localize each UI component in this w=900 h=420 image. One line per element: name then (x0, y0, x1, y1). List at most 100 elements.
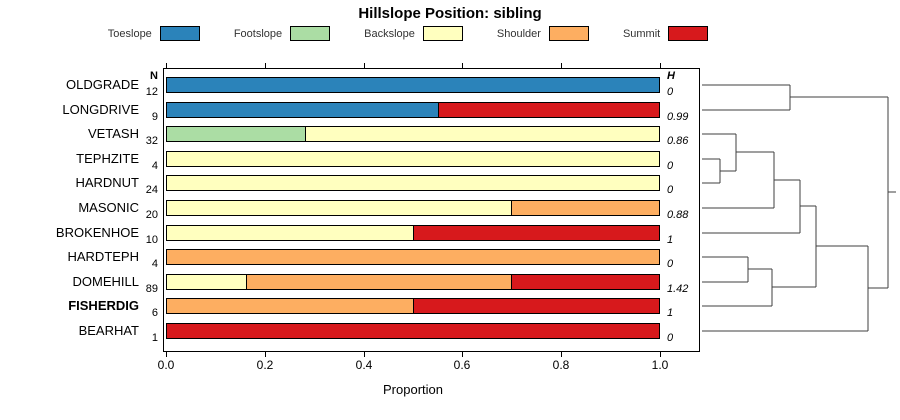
bar-segment-backslope (167, 201, 512, 215)
row-label: BROKENHOE (55, 224, 139, 240)
bar-segment-backslope (167, 176, 659, 191)
row-h-value: 0 (667, 332, 674, 344)
x-tick-bottom (364, 352, 365, 357)
bar-segment-shoulder (167, 299, 413, 314)
legend-item-backslope: Backslope (364, 26, 463, 41)
stacked-bar (166, 273, 660, 290)
row-label: HARDNUT (75, 175, 139, 191)
legend-color-swatch (159, 26, 200, 41)
legend-label: Summit (622, 27, 661, 40)
row-label: OLDGRADE (66, 77, 139, 92)
stacked-bar (166, 175, 660, 192)
row-label: LONGDRIVE (62, 101, 139, 117)
bar-segment-summit (167, 324, 659, 338)
x-tick-bottom (166, 352, 167, 357)
x-tick-label: 0.4 (355, 358, 373, 372)
x-tick-label: 0.6 (453, 358, 471, 372)
x-tick-label: 0.2 (256, 358, 274, 372)
row-n-value: 12 (145, 86, 158, 98)
row-h-value: 1.42 (667, 282, 689, 295)
x-tick-top (561, 63, 562, 68)
legend: Toeslope Footslope Backslope Shoulder Summit (0, 26, 858, 41)
bar-segment-toeslope (167, 78, 659, 92)
row-label: FISHERDIG (68, 298, 139, 314)
row-h-value: 1 (667, 307, 674, 320)
row-label: MASONIC (78, 200, 139, 215)
legend-item-toeslope: Toeslope (108, 26, 200, 41)
row-h-value: 0 (667, 159, 674, 172)
x-tick-top (364, 63, 365, 68)
n-column-header: N (150, 70, 158, 82)
row-n-value: 10 (145, 233, 158, 246)
bar-segment-summit (437, 102, 659, 117)
h-column-header: H (667, 70, 675, 82)
x-tick-bottom (660, 352, 661, 357)
row-n-value: 24 (145, 184, 158, 197)
stacked-bar (166, 77, 660, 93)
stacked-bar (166, 126, 660, 143)
legend-color-swatch (290, 26, 331, 41)
legend-color-swatch (548, 26, 589, 41)
legend-label: Shoulder (496, 27, 541, 40)
bar-segment-footslope (167, 127, 305, 142)
legend-color-swatch (668, 26, 709, 41)
bar-segment-toeslope (167, 102, 438, 117)
row-label: DOMEHILL (72, 273, 139, 289)
legend-label: Backslope (364, 27, 415, 40)
stacked-bar (166, 150, 660, 167)
row-n-value: 4 (151, 258, 158, 271)
x-tick-bottom (462, 352, 463, 357)
x-tick-label: 1.0 (651, 358, 669, 372)
legend-item-footslope: Footslope (233, 26, 331, 41)
chart-title: Hillslope Position: sibling (358, 5, 542, 22)
stacked-bar (166, 200, 660, 216)
row-n-value: 6 (151, 307, 158, 320)
bar-segment-backslope (167, 151, 659, 166)
stacked-bar (166, 249, 660, 266)
bar-segment-summit (511, 274, 659, 289)
x-tick-top (462, 63, 463, 68)
x-tick-top (265, 63, 266, 68)
row-label: BEARHAT (78, 323, 139, 338)
row-n-value: 32 (145, 135, 158, 148)
row-label: TEPHZITE (76, 150, 139, 166)
x-tick-label: 0.0 (157, 358, 175, 372)
stacked-bar (166, 101, 660, 118)
row-h-value: 0.86 (667, 135, 689, 148)
row-h-value: 0.99 (667, 110, 689, 123)
row-n-value: 1 (151, 332, 158, 344)
bar-segment-shoulder (245, 274, 512, 289)
bar-segment-summit (413, 225, 659, 240)
legend-item-shoulder: Shoulder (497, 26, 589, 41)
row-h-value: 0 (667, 184, 674, 197)
stacked-bar (166, 224, 660, 241)
bar-segment-shoulder (511, 201, 659, 215)
x-tick-top (660, 63, 661, 68)
row-n-value: 89 (145, 282, 158, 295)
row-label: HARDTEPH (67, 249, 139, 265)
x-tick-bottom (561, 352, 562, 357)
bar-segment-shoulder (167, 250, 659, 265)
row-h-value: 0.88 (667, 209, 689, 221)
x-axis-title: Proportion (383, 382, 443, 397)
bar-segment-backslope (304, 127, 659, 142)
legend-label: Toeslope (107, 27, 152, 40)
row-h-value: 0 (667, 86, 674, 98)
bar-segment-backslope (167, 274, 246, 289)
bar-segment-summit (413, 299, 659, 314)
stacked-bar (166, 298, 660, 315)
stacked-bar (166, 323, 660, 339)
row-n-value: 4 (151, 159, 158, 172)
x-tick-top (166, 63, 167, 68)
row-h-value: 0 (667, 258, 674, 271)
row-n-value: 20 (145, 209, 158, 221)
legend-color-swatch (422, 26, 463, 41)
legend-label: Footslope (233, 27, 283, 40)
x-tick-label: 0.8 (552, 358, 570, 372)
bar-segment-backslope (167, 225, 413, 240)
row-h-value: 1 (667, 233, 674, 246)
row-n-value: 9 (151, 110, 158, 123)
legend-item-summit: Summit (622, 26, 709, 41)
